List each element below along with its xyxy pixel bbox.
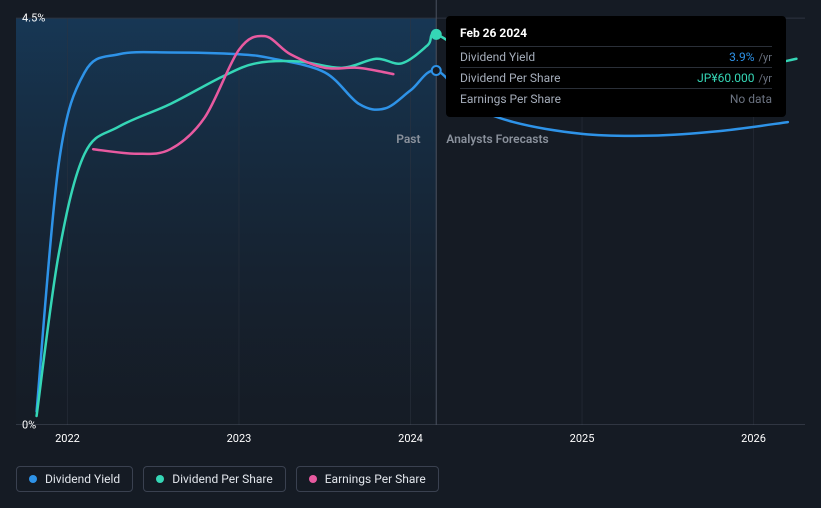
tooltip-row: Earnings Per Share No data bbox=[460, 88, 772, 109]
tooltip-row: Dividend Yield 3.9% /yr bbox=[460, 46, 772, 67]
tooltip-row-value: 3.9% bbox=[729, 50, 754, 64]
x-tick-label: 2022 bbox=[55, 432, 80, 445]
legend-dot bbox=[156, 475, 164, 483]
tooltip-row-label: Dividend Per Share bbox=[460, 71, 561, 85]
legend: Dividend Yield Dividend Per Share Earnings… bbox=[16, 466, 439, 492]
legend-label: Earnings Per Share bbox=[325, 472, 426, 486]
tooltip-date: Feb 26 2024 bbox=[460, 26, 772, 40]
x-tick-label: 2024 bbox=[398, 432, 423, 445]
region-label-forecast: Analysts Forecasts bbox=[446, 132, 548, 146]
tooltip-row-value: No data bbox=[730, 92, 772, 106]
tooltip-row-value: JP¥60.000 bbox=[697, 71, 754, 85]
tooltip-row: Dividend Per Share JP¥60.000/yr bbox=[460, 67, 772, 88]
legend-dot bbox=[29, 475, 37, 483]
tooltip-row-label: Dividend Yield bbox=[460, 50, 535, 64]
tooltip-row-label: Earnings Per Share bbox=[460, 92, 561, 106]
legend-label: Dividend Per Share bbox=[172, 472, 273, 486]
x-tick-label: 2025 bbox=[570, 432, 595, 445]
chart-container: 0% 4.5% 2022 2023 2024 2025 2026 Past Analyst… bbox=[16, 0, 805, 450]
x-tick-label: 2026 bbox=[741, 432, 766, 445]
legend-item[interactable]: Earnings Per Share bbox=[296, 466, 439, 492]
legend-dot bbox=[309, 475, 317, 483]
legend-item[interactable]: Dividend Yield bbox=[16, 466, 133, 492]
x-tick-label: 2023 bbox=[227, 432, 252, 445]
y-tick-label: 0% bbox=[22, 419, 36, 432]
chart-tooltip: Feb 26 2024 Dividend Yield3.9%/yrDividen… bbox=[446, 16, 786, 117]
region-label-past: Past bbox=[396, 132, 420, 146]
tooltip-row-unit: /yr bbox=[759, 72, 772, 85]
tooltip-row-unit: /yr bbox=[759, 51, 772, 64]
y-tick-label: 4.5% bbox=[22, 12, 45, 25]
legend-label: Dividend Yield bbox=[45, 472, 120, 486]
legend-item[interactable]: Dividend Per Share bbox=[143, 466, 286, 492]
